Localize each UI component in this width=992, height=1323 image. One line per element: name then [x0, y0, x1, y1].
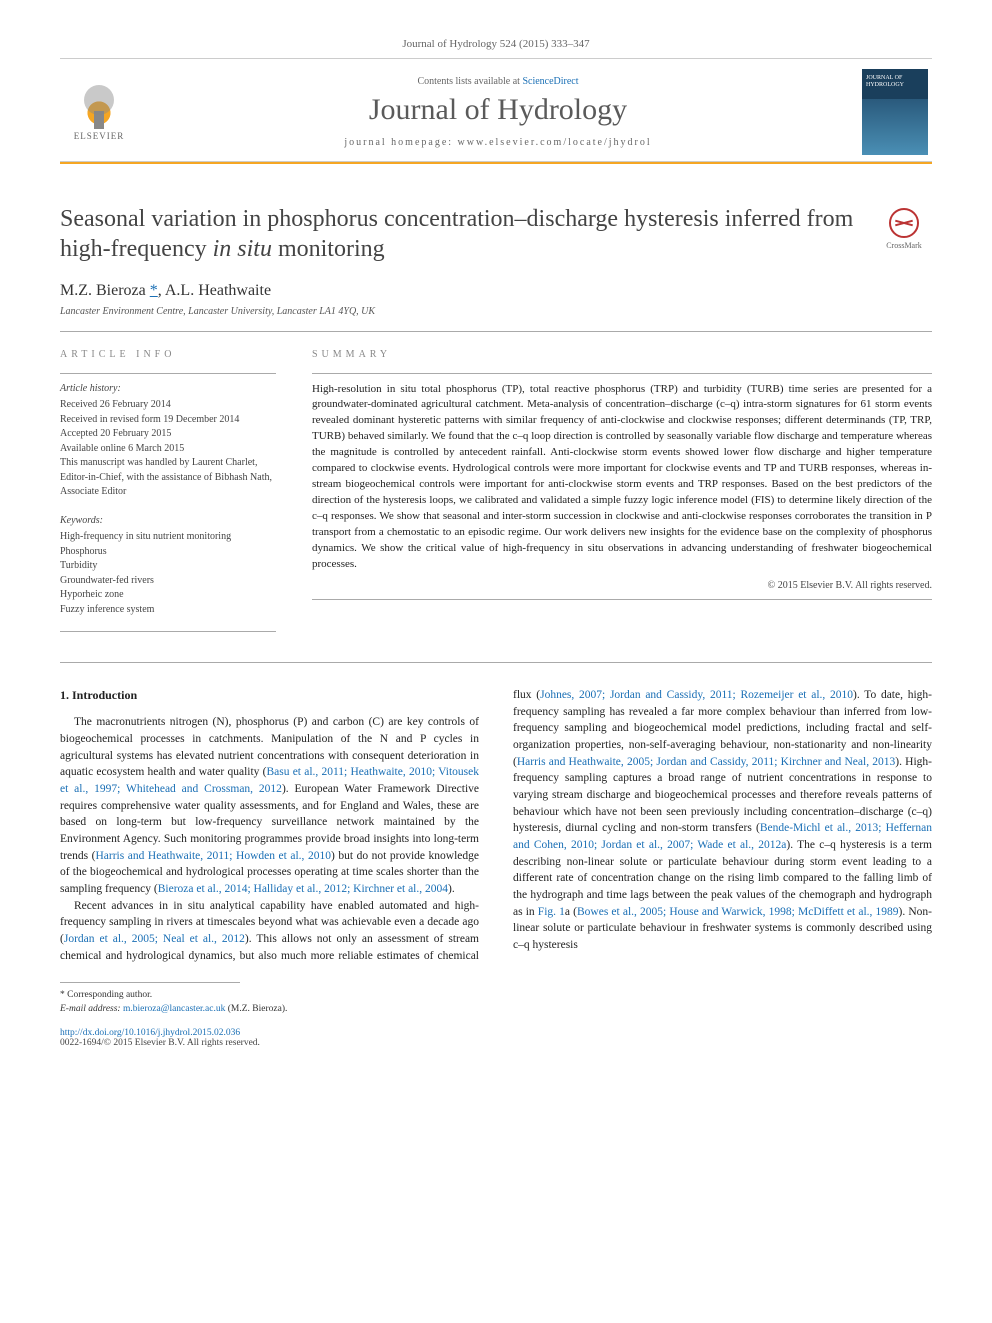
elsevier-text: ELSEVIER — [74, 131, 125, 141]
elsevier-tree-icon — [76, 83, 122, 129]
summary-rule-bottom — [312, 599, 932, 600]
p1d: ). — [448, 883, 455, 895]
keyword: Groundwater-fed rivers — [60, 574, 276, 589]
homepage-url: www.elsevier.com/locate/jhydrol — [458, 137, 652, 148]
body-para-1: The macronutrients nitrogen (N), phospho… — [60, 714, 479, 897]
homepage-prefix: journal homepage: — [344, 137, 457, 148]
summary-text: High-resolution in situ total phosphorus… — [312, 382, 932, 573]
authors-text: M.Z. Bieroza *, A.L. Heathwaite — [60, 282, 271, 299]
article-info-column: article info Article history: Received 2… — [60, 348, 276, 632]
doi-link[interactable]: http://dx.doi.org/10.1016/j.jhydrol.2015… — [60, 1028, 240, 1038]
crossmark-label: CrossMark — [886, 241, 922, 250]
history-item: Accepted 20 February 2015 — [60, 427, 276, 442]
doi-block: http://dx.doi.org/10.1016/j.jhydrol.2015… — [60, 1028, 932, 1048]
title-post: monitoring — [272, 236, 385, 262]
body-columns: 1. Introduction The macronutrients nitro… — [60, 687, 932, 964]
info-rule-top — [60, 331, 932, 332]
keywords-block: Keywords: High-frequency in situ nutrien… — [60, 514, 276, 618]
citation-link[interactable]: Harris and Heathwaite, 2005; Jordan and … — [517, 756, 895, 768]
keywords-list: High-frequency in situ nutrient monitori… — [60, 530, 276, 617]
section-heading-intro: 1. Introduction — [60, 687, 479, 704]
citation-link[interactable]: Johnes, 2007; Jordan and Cassidy, 2011; … — [540, 689, 853, 701]
title-em: in situ — [213, 236, 272, 262]
article-history-block: Article history: Received 26 February 20… — [60, 382, 276, 500]
email-link[interactable]: m.bieroza@lancaster.ac.uk — [123, 1004, 225, 1014]
email-who: (M.Z. Bieroza). — [225, 1004, 287, 1014]
journal-name: Journal of Hydrology — [152, 93, 844, 127]
cover-thumb-text: JOURNAL OF HYDROLOGY — [866, 75, 928, 88]
header-rule — [60, 162, 932, 164]
p2f: a ( — [565, 906, 577, 918]
section-rule — [60, 662, 932, 663]
footer-sep — [60, 982, 240, 983]
article-info-label: article info — [60, 348, 276, 363]
authors: M.Z. Bieroza *, A.L. Heathwaite — [60, 282, 932, 300]
keywords-label: Keywords: — [60, 514, 276, 529]
header-center: Contents lists available at ScienceDirec… — [152, 76, 844, 148]
keyword: Fuzzy inference system — [60, 603, 276, 618]
journal-header: ELSEVIER Contents lists available at Sci… — [60, 58, 932, 162]
corr-email-line: E-mail address: m.bieroza@lancaster.ac.u… — [60, 1003, 932, 1016]
info-rule-2 — [60, 631, 276, 632]
journal-reference: Journal of Hydrology 524 (2015) 333–347 — [60, 38, 932, 50]
citation-link[interactable]: Bieroza et al., 2014; Halliday et al., 2… — [158, 883, 448, 895]
citation-link[interactable]: Bowes et al., 2005; House and Warwick, 1… — [577, 906, 899, 918]
contents-line: Contents lists available at ScienceDirec… — [152, 76, 844, 87]
figure-link[interactable]: Fig. 1 — [538, 906, 565, 918]
title-pre: Seasonal variation in phosphorus concent… — [60, 206, 853, 262]
summary-copyright: © 2015 Elsevier B.V. All rights reserved… — [312, 579, 932, 594]
history-item: Received 26 February 2014 — [60, 398, 276, 413]
summary-rule-top — [312, 373, 932, 374]
citation-link[interactable]: Harris and Heathwaite, 2011; Howden et a… — [95, 850, 330, 862]
email-label: E-mail address: — [60, 1004, 123, 1014]
citation-link[interactable]: Jordan et al., 2005; Neal et al., 2012 — [64, 933, 245, 945]
corr-author: * Corresponding author. — [60, 989, 932, 1002]
crossmark-icon — [889, 208, 919, 238]
history-item: Received in revised form 19 December 201… — [60, 413, 276, 428]
history-label: Article history: — [60, 382, 276, 397]
corresponding-footnote: * Corresponding author. E-mail address: … — [60, 989, 932, 1016]
sciencedirect-link[interactable]: ScienceDirect — [522, 76, 578, 87]
keyword: Hyporheic zone — [60, 588, 276, 603]
history-item: Available online 6 March 2015 — [60, 442, 276, 457]
history-item: This manuscript was handled by Laurent C… — [60, 456, 276, 500]
issn-copyright: 0022-1694/© 2015 Elsevier B.V. All right… — [60, 1038, 260, 1048]
keyword: Turbidity — [60, 559, 276, 574]
summary-label: summary — [312, 348, 932, 363]
article-title: Seasonal variation in phosphorus concent… — [60, 204, 856, 264]
keyword: High-frequency in situ nutrient monitori… — [60, 530, 276, 545]
journal-cover-thumb: JOURNAL OF HYDROLOGY — [862, 69, 928, 155]
keyword: Phosphorus — [60, 545, 276, 560]
corresponding-star[interactable]: * — [150, 282, 158, 299]
homepage-line: journal homepage: www.elsevier.com/locat… — [152, 137, 844, 148]
summary-column: summary High-resolution in situ total ph… — [312, 348, 932, 632]
contents-prefix: Contents lists available at — [417, 76, 522, 87]
elsevier-logo: ELSEVIER — [64, 73, 134, 151]
affiliation: Lancaster Environment Centre, Lancaster … — [60, 306, 932, 317]
crossmark-badge[interactable]: CrossMark — [876, 208, 932, 250]
info-rule-1 — [60, 373, 276, 374]
